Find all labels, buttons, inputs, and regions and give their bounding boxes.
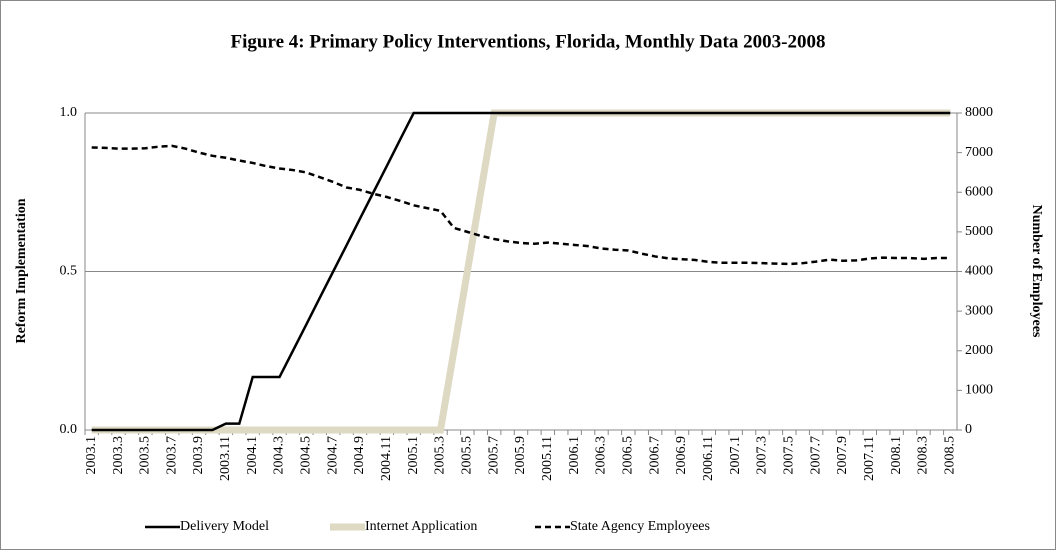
y2-tick-label: 5000 (965, 224, 993, 239)
x-tick-label: 2003.11 (218, 436, 233, 481)
x-tick-label: 2003.9 (191, 436, 206, 475)
legend-label: Internet Application (365, 519, 477, 534)
y2-tick-label: 0 (965, 422, 972, 437)
x-tick-label: 2008.3 (916, 436, 931, 475)
legend-label: Delivery Model (180, 519, 269, 534)
y-tick-label: 0.0 (60, 422, 78, 437)
x-tick-label: 2004.7 (325, 436, 340, 475)
x-tick-label: 2005.11 (540, 436, 555, 481)
x-tick-label: 2007.9 (835, 436, 850, 475)
x-tick-label: 2003.7 (164, 436, 179, 475)
series-line (91, 111, 951, 432)
y2-tick-label: 4000 (965, 264, 993, 279)
x-tick-label: 2005.1 (406, 436, 421, 475)
x-tick-label: 2005.3 (433, 436, 448, 475)
x-tick-label: 2006.3 (594, 436, 609, 475)
y-tick-label: 1.0 (60, 105, 78, 120)
x-tick-label: 2003.5 (138, 436, 153, 475)
y2-tick-label: 7000 (965, 145, 993, 160)
y2-tick-label: 6000 (965, 184, 993, 199)
x-tick-label: 2007.11 (862, 436, 877, 481)
x-tick-label: 2006.1 (567, 436, 582, 475)
x-tick-label: 2005.7 (486, 436, 501, 475)
x-tick-label: 2006.11 (701, 436, 716, 481)
x-tick-label: 2008.5 (943, 436, 958, 475)
x-tick-label: 2003.3 (111, 436, 126, 475)
y2-tick-label: 3000 (965, 303, 993, 318)
x-tick-label: 2005.5 (460, 436, 475, 475)
x-tick-label: 2004.5 (299, 436, 314, 475)
y2-tick-label: 8000 (965, 105, 993, 120)
x-tick-label: 2004.11 (379, 436, 394, 481)
x-tick-label: 2004.1 (245, 436, 260, 475)
x-tick-label: 2006.5 (621, 436, 636, 475)
series-line (91, 144, 951, 266)
y2-tick-label: 2000 (965, 343, 993, 358)
y-tick-label: 0.5 (60, 264, 78, 279)
x-tick-label: 2007.3 (755, 436, 770, 475)
x-tick-label: 2005.9 (513, 436, 528, 475)
x-tick-label: 2004.3 (272, 436, 287, 475)
chart-title: Figure 4: Primary Policy Interventions, … (231, 31, 826, 52)
x-tick-label: 2007.7 (808, 436, 823, 475)
y-axis-title: Reform Implementation (14, 198, 29, 343)
legend-label: State Agency Employees (570, 519, 710, 534)
x-tick-label: 2006.9 (674, 436, 689, 475)
x-tick-label: 2008.1 (889, 436, 904, 475)
x-tick-label: 2003.1 (84, 436, 99, 475)
x-tick-label: 2007.1 (728, 436, 743, 475)
x-tick-label: 2006.7 (647, 436, 662, 475)
x-tick-label: 2007.5 (782, 436, 797, 475)
x-tick-label: 2004.9 (352, 436, 367, 475)
y2-axis-title: Number of Employees (1029, 205, 1044, 338)
y2-tick-label: 1000 (965, 383, 993, 398)
